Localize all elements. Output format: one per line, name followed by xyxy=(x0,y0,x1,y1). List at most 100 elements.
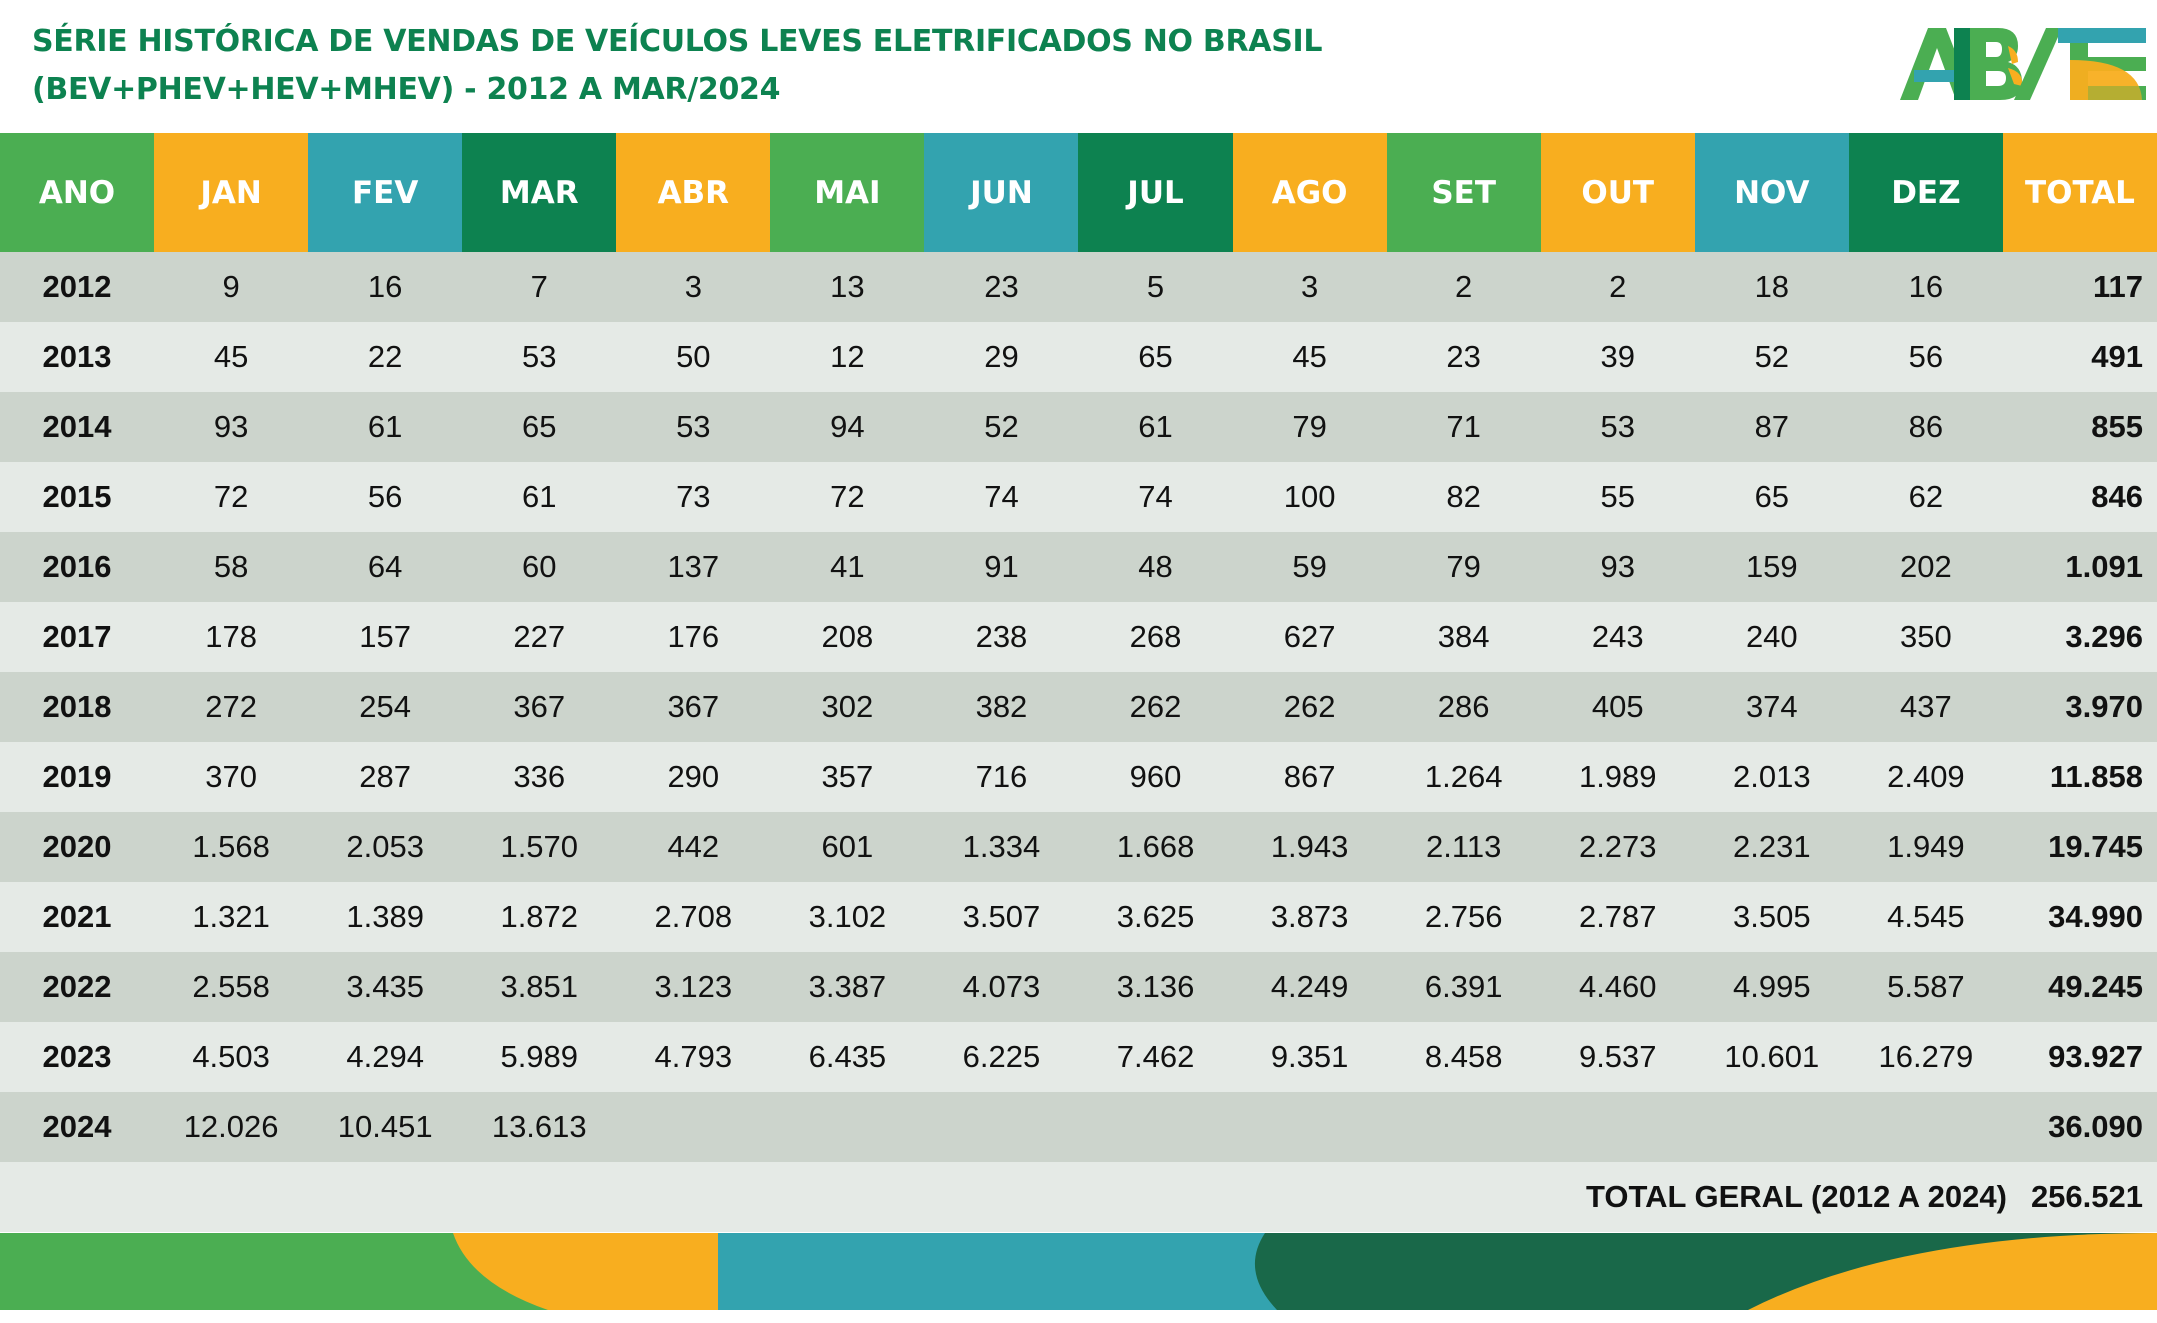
decorative-footer-band xyxy=(0,1233,2157,1310)
month-cell: 627 xyxy=(1283,619,1336,654)
month-cell: 65 xyxy=(1754,479,1790,514)
month-cell: 2.273 xyxy=(1578,829,1657,864)
table-row: 2024 12.026 10.451 13.613 36.090 xyxy=(0,1092,2157,1162)
month-cell: 5.587 xyxy=(1887,969,1965,1004)
month-cell: 4.793 xyxy=(654,1039,733,1074)
month-cell: 45 xyxy=(213,339,249,374)
month-cell: 9 xyxy=(222,269,240,304)
table-row: 2014 93 61 65 53 94 52 61 79 71 53 87 86 855 xyxy=(0,392,2157,462)
table-row: 2016 58 64 60 137 41 91 48 59 79 93 159 202 1.091 xyxy=(0,532,2157,602)
month-cell: 13 xyxy=(830,269,865,304)
year-cell: 2019 xyxy=(42,759,112,794)
year-cell: 2018 xyxy=(42,689,112,724)
month-cell: 336 xyxy=(513,759,566,794)
month-cell: 61 xyxy=(367,409,403,444)
month-cell: 53 xyxy=(522,339,557,374)
month-cell: 61 xyxy=(1138,409,1173,444)
month-cell: 29 xyxy=(984,339,1019,374)
month-cell: 59 xyxy=(1292,549,1327,584)
month-cell: 287 xyxy=(359,759,412,794)
month-cell: 23 xyxy=(1446,339,1481,374)
header-ano: ANO xyxy=(0,133,155,252)
month-cell: 2 xyxy=(1455,269,1473,304)
month-cell: 2.409 xyxy=(1887,759,1965,794)
month-cell: 4.503 xyxy=(192,1039,270,1074)
table-row: 2018 272 254 367 367 302 382 262 262 286 405 374 437… xyxy=(0,672,2157,742)
month-cell: 52 xyxy=(1754,339,1790,374)
table-row: 2020 1.568 2.053 1.570 442 601 1.334 1.668 1.943… xyxy=(0,812,2157,882)
table-row: 2023 4.503 4.294 5.989 4.793 6.435 6.225 7.462 9… xyxy=(0,1022,2157,1092)
month-cell: 10.601 xyxy=(1724,1039,1820,1074)
month-cell: 72 xyxy=(830,479,865,514)
month-cell: 55 xyxy=(1600,479,1635,514)
month-cell: 53 xyxy=(1600,409,1635,444)
total-cell: 1.091 xyxy=(2065,549,2143,584)
month-cell: 3.625 xyxy=(1116,899,1195,934)
month-cell: 48 xyxy=(1138,549,1173,584)
total-cell: 19.745 xyxy=(2048,829,2143,864)
abve-logo xyxy=(1900,28,2146,100)
month-cell: 9.351 xyxy=(1270,1039,1349,1074)
total-cell: 11.858 xyxy=(2049,759,2143,794)
month-cell: 61 xyxy=(522,479,557,514)
title-line-2: (BEV+PHEV+HEV+MHEV) - 2012 A MAR/2024 xyxy=(32,72,781,107)
total-cell: 49.245 xyxy=(2048,969,2143,1004)
month-cell: 65 xyxy=(522,409,557,444)
month-cell: 16 xyxy=(1908,269,1944,304)
month-cell: 208 xyxy=(821,619,874,654)
month-cell: 3.507 xyxy=(962,899,1041,934)
month-cell: 3.505 xyxy=(1733,899,1811,934)
header-mai: MAI xyxy=(770,133,925,252)
month-cell: 716 xyxy=(975,759,1028,794)
month-cell: 240 xyxy=(1745,619,1798,654)
month-cell: 6.435 xyxy=(808,1039,887,1074)
header-out: OUT xyxy=(1540,133,1695,252)
header-fev: FEV xyxy=(308,133,463,252)
year-cell: 2017 xyxy=(42,619,112,654)
month-cell: 73 xyxy=(676,479,711,514)
month-cell: 176 xyxy=(667,619,720,654)
month-cell: 79 xyxy=(1292,409,1327,444)
month-cell: 2 xyxy=(1609,269,1627,304)
year-cell: 2015 xyxy=(42,479,112,514)
month-cell: 3.102 xyxy=(808,899,887,934)
month-cell: 1.570 xyxy=(500,829,579,864)
month-cell: 12 xyxy=(830,339,865,374)
sales-table: ANO JAN FEV MAR ABR MAI JUN JUL AGO SET OUT NOV DEZ T… xyxy=(0,133,2157,1232)
month-cell: 262 xyxy=(1283,689,1336,724)
month-cell: 2.756 xyxy=(1424,899,1503,934)
month-cell: 2.113 xyxy=(1426,829,1502,864)
month-cell: 82 xyxy=(1446,479,1481,514)
table-row: 2017 178 157 227 176 208 238 268 627 384 243 240 350… xyxy=(0,602,2157,672)
table-row: 2013 45 22 53 50 12 29 65 45 23 39 52 56 491 xyxy=(0,322,2157,392)
month-cell xyxy=(1078,1092,1232,1162)
total-cell: 93.927 xyxy=(2048,1039,2143,1074)
month-cell: 159 xyxy=(1745,549,1798,584)
year-cell: 2022 xyxy=(42,969,112,1004)
month-cell: 3 xyxy=(684,269,702,304)
month-cell: 53 xyxy=(676,409,711,444)
month-cell: 39 xyxy=(1600,339,1635,374)
header-ago: AGO xyxy=(1232,133,1387,252)
month-cell: 178 xyxy=(205,619,257,654)
table-row: 2021 1.321 1.389 1.872 2.708 3.102 3.507 3.625 3… xyxy=(0,882,2157,952)
month-cell: 62 xyxy=(1908,479,1944,514)
month-cell: 8.458 xyxy=(1424,1039,1503,1074)
header-mar: MAR xyxy=(462,133,617,252)
total-cell: 491 xyxy=(2091,339,2143,374)
month-cell: 290 xyxy=(667,759,720,794)
month-cell: 4.294 xyxy=(346,1039,424,1074)
month-cell: 1.389 xyxy=(346,899,424,934)
month-cell: 254 xyxy=(359,689,412,724)
month-cell: 7 xyxy=(530,269,548,304)
grand-total-label: TOTAL GERAL (2012 A 2024) xyxy=(1586,1179,2007,1214)
month-cell: 50 xyxy=(676,339,711,374)
table-row: 2022 2.558 3.435 3.851 3.123 3.387 4.073 3.136 4… xyxy=(0,952,2157,1022)
month-cell: 2.231 xyxy=(1733,829,1811,864)
month-cell: 370 xyxy=(205,759,257,794)
month-cell: 3.873 xyxy=(1270,899,1349,934)
month-cell: 93 xyxy=(1600,549,1635,584)
total-cell: 3.970 xyxy=(2065,689,2143,724)
year-cell: 2013 xyxy=(42,339,112,374)
month-cell: 71 xyxy=(1446,409,1481,444)
